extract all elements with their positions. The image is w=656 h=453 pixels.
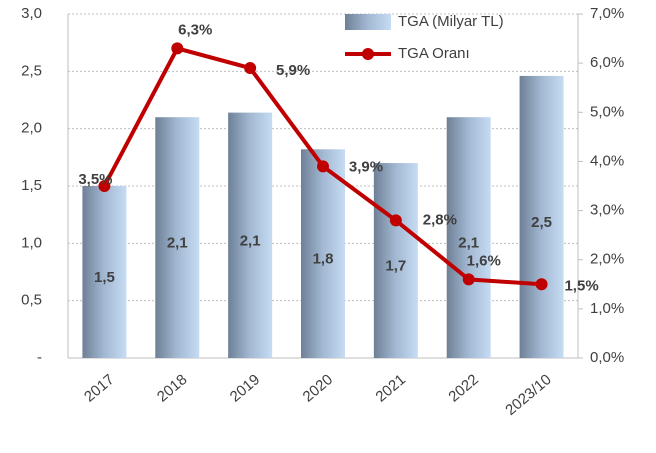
- y-tick-label: 2,5: [21, 62, 42, 79]
- y2-tick-label: 3,0%: [590, 202, 624, 219]
- line-value-label: 5,9%: [276, 62, 310, 79]
- line-value-label: 2,8%: [423, 211, 457, 228]
- bar: [519, 75, 564, 359]
- y2-tick-label: 2,0%: [590, 251, 624, 268]
- line-point: [244, 62, 257, 75]
- bar-value-label: 1,8: [313, 251, 334, 268]
- x-tick-label: 2018: [154, 371, 190, 405]
- legend-swatch: [345, 14, 391, 30]
- bar: [228, 112, 273, 358]
- line-value-label: 3,9%: [349, 158, 383, 175]
- x-tick-label: 2022: [445, 371, 481, 405]
- x-tick-label: 2023/10: [502, 371, 554, 419]
- y2-tick-label: 1,0%: [590, 300, 624, 317]
- legend-marker: [362, 48, 374, 60]
- x-tick-label: 2020: [300, 371, 336, 405]
- x-tick-label: 2019: [227, 371, 263, 405]
- bar: [301, 149, 345, 358]
- x-tick-label: 2021: [372, 371, 408, 405]
- bar: [82, 186, 127, 358]
- bar-value-label: 2,1: [458, 235, 479, 252]
- y2-tick-label: 5,0%: [590, 103, 624, 120]
- bar-value-label: 1,5: [94, 269, 115, 286]
- bar: [446, 117, 491, 358]
- y-tick-label: 1,5: [21, 177, 42, 194]
- y2-tick-label: 4,0%: [590, 152, 624, 169]
- y2-tick-label: 0,0%: [590, 349, 624, 366]
- y-tick-label: 0,5: [21, 292, 42, 309]
- y-tick-label: 2,0: [21, 120, 42, 137]
- bar-value-label: 2,1: [240, 232, 261, 249]
- bar-value-label: 2,5: [531, 214, 552, 231]
- x-tick-label: 2017: [81, 371, 117, 405]
- y-tick-label: -: [37, 349, 42, 366]
- legend-label: TGA (Milyar TL): [398, 13, 504, 30]
- line-value-label: 3,5%: [78, 171, 112, 188]
- line-value-label: 1,6%: [467, 252, 501, 269]
- bar: [373, 163, 418, 358]
- line-point: [462, 273, 475, 286]
- line-value-label: 1,5%: [564, 277, 598, 294]
- y2-tick-label: 6,0%: [590, 54, 624, 71]
- bar-value-label: 2,1: [167, 235, 188, 252]
- y-tick-label: 1,0: [21, 234, 42, 251]
- line-value-label: 6,3%: [178, 21, 212, 38]
- line-point: [98, 180, 111, 192]
- y-tick-label: 3,0: [21, 5, 42, 22]
- bar-value-label: 1,7: [385, 258, 406, 275]
- line-point: [317, 160, 329, 173]
- bar: [155, 117, 200, 358]
- line-point: [171, 42, 184, 55]
- line-point: [389, 214, 402, 227]
- legend-label: TGA Oranı: [398, 45, 470, 62]
- y2-tick-label: 7,0%: [590, 5, 624, 22]
- line-point: [535, 278, 548, 291]
